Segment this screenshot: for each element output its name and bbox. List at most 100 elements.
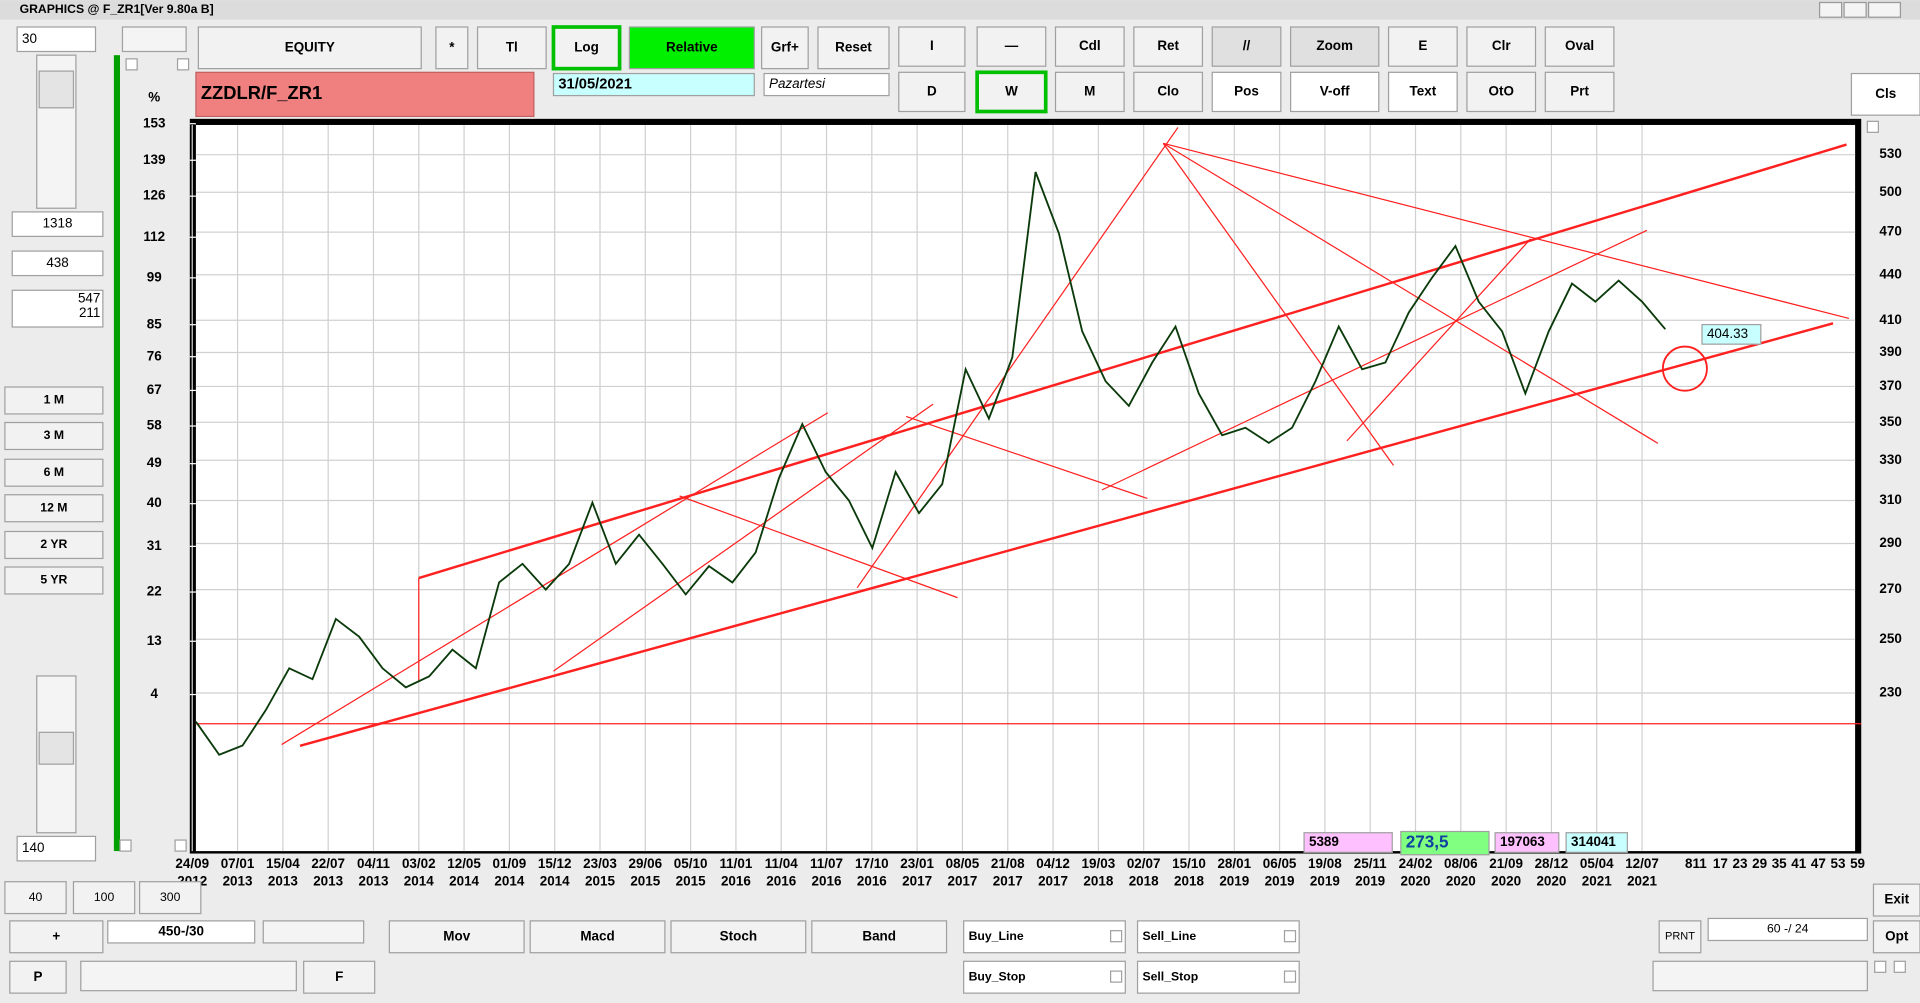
field [11, 289, 104, 328]
button-label: 5 YR [40, 573, 67, 587]
checkbox[interactable] [125, 58, 138, 71]
button[interactable] [1211, 71, 1282, 113]
trend-line [1346, 238, 1532, 442]
checkbox[interactable] [1874, 960, 1887, 973]
button[interactable] [1133, 71, 1204, 113]
minimize[interactable] [1818, 1, 1843, 18]
order-field-label: Buy_Stop [969, 969, 1026, 983]
button[interactable] [898, 26, 966, 67]
button-label: F [335, 969, 343, 984]
button[interactable] [4, 494, 104, 523]
button[interactable] [898, 71, 966, 113]
scrollbar[interactable] [80, 960, 297, 992]
button[interactable] [1211, 26, 1282, 67]
button[interactable] [1850, 72, 1920, 116]
spinner [121, 26, 187, 53]
button[interactable] [811, 920, 948, 954]
button[interactable] [1133, 26, 1204, 67]
scrollbar[interactable] [1652, 960, 1868, 992]
y-tick-label: 330 [1879, 452, 1901, 467]
bottom-field [16, 835, 97, 862]
button[interactable] [1544, 26, 1615, 67]
button[interactable] [4, 566, 104, 595]
button[interactable] [4, 458, 104, 487]
button[interactable] [628, 26, 755, 70]
x-tick-label: 2019 [1355, 873, 1385, 888]
maximize[interactable] [1843, 1, 1867, 18]
button[interactable] [975, 70, 1048, 114]
trend-line [553, 403, 934, 672]
button-label: D [927, 83, 937, 98]
stat-label: 197063 [1500, 834, 1545, 849]
button[interactable] [1544, 71, 1615, 113]
x-tick-label: 12/07 [1625, 856, 1659, 871]
y-left-tick-label: 85 [147, 316, 162, 331]
button-label: Opt [1885, 928, 1909, 943]
trend-line [856, 127, 1179, 589]
checkbox[interactable] [1110, 970, 1123, 983]
checkbox[interactable] [1110, 930, 1123, 943]
button[interactable] [1387, 71, 1458, 113]
x-tick-label: 2017 [993, 873, 1023, 888]
button[interactable] [4, 421, 104, 451]
field-label: 1318 [43, 216, 73, 231]
button-label: Clo [1157, 83, 1179, 98]
x-tick-label: 59 [1850, 856, 1865, 871]
x-tick-label: 2013 [313, 873, 343, 888]
button[interactable] [476, 26, 547, 70]
checkbox[interactable] [176, 58, 190, 71]
checkbox[interactable] [1893, 960, 1906, 973]
scrollbar[interactable] [262, 920, 365, 944]
button[interactable] [4, 386, 104, 415]
x-tick-label: 2018 [1083, 873, 1113, 888]
button[interactable] [138, 881, 202, 915]
button-label: Oval [1565, 38, 1594, 53]
x-tick-label: 2013 [223, 873, 253, 888]
button[interactable] [72, 881, 136, 915]
button[interactable] [976, 26, 1047, 67]
button[interactable] [670, 920, 807, 954]
button[interactable] [1290, 26, 1380, 67]
button[interactable] [1387, 26, 1458, 67]
checkbox[interactable] [1866, 120, 1879, 133]
button[interactable] [1658, 920, 1702, 954]
stat [1565, 832, 1628, 853]
x-tick-label: 2019 [1310, 873, 1340, 888]
button[interactable] [1466, 71, 1537, 113]
button[interactable] [388, 920, 525, 954]
button[interactable] [197, 26, 422, 70]
y-left-tick-label: 99 [147, 269, 162, 284]
button[interactable] [761, 26, 809, 70]
button[interactable] [435, 26, 469, 70]
button[interactable] [1872, 920, 1920, 954]
order-field-label: Buy_Line [969, 929, 1024, 943]
button[interactable] [529, 920, 666, 954]
button[interactable] [1466, 26, 1537, 67]
checkbox[interactable] [1283, 970, 1297, 983]
y-tick-label: 530 [1879, 146, 1901, 161]
checkbox[interactable] [1283, 930, 1297, 943]
button[interactable] [9, 960, 67, 994]
button-label: OtO [1489, 83, 1514, 98]
trend-line [679, 495, 958, 599]
order-field-label: Sell_Line [1142, 929, 1196, 943]
button[interactable] [9, 920, 104, 954]
button[interactable] [1290, 71, 1380, 113]
close-window[interactable] [1867, 1, 1902, 18]
button[interactable] [303, 960, 376, 994]
button[interactable] [4, 881, 67, 915]
y-left-tick-label: 76 [147, 348, 162, 363]
button[interactable] [1054, 71, 1125, 113]
button[interactable] [817, 26, 890, 70]
button[interactable] [4, 530, 104, 560]
button[interactable] [1054, 26, 1125, 67]
y-left-tick-label: 49 [147, 455, 162, 470]
symbol [195, 71, 535, 118]
button[interactable] [1872, 883, 1920, 917]
oval-marker [1661, 345, 1708, 392]
y-tick-label: 230 [1879, 685, 1901, 700]
checkbox[interactable] [174, 839, 187, 852]
x-tick-label: 19/03 [1082, 856, 1116, 871]
checkbox[interactable] [119, 839, 132, 852]
button[interactable] [551, 25, 622, 71]
